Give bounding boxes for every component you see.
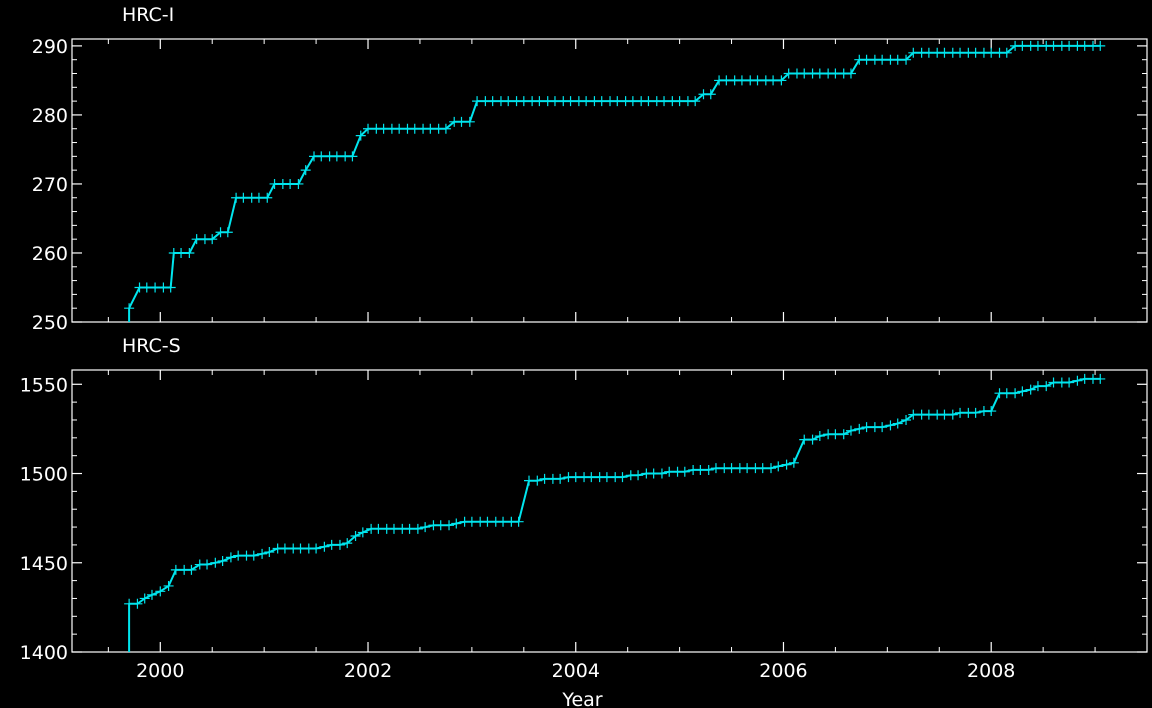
series-line-1 xyxy=(128,377,1101,652)
data-point xyxy=(1017,386,1028,397)
data-point xyxy=(222,227,233,238)
data-point xyxy=(1072,375,1083,386)
data-point xyxy=(225,552,236,563)
data-point xyxy=(146,589,157,600)
data-point xyxy=(781,459,792,470)
data-point xyxy=(986,406,997,417)
data-point xyxy=(773,461,784,472)
y-tick-label: 250 xyxy=(32,312,68,334)
data-point xyxy=(885,420,896,431)
x-axis-title: Year xyxy=(561,689,602,708)
data-point xyxy=(124,303,135,314)
data-point xyxy=(656,468,667,479)
data-point xyxy=(513,516,524,527)
data-point xyxy=(300,165,311,176)
data-point xyxy=(901,414,912,425)
data-point xyxy=(155,586,166,597)
data-point xyxy=(184,247,195,258)
data-point xyxy=(165,282,176,293)
panel-title: HRC-S xyxy=(122,335,181,357)
data-point xyxy=(705,89,716,100)
data-point xyxy=(319,541,330,552)
data-point xyxy=(877,422,888,433)
data-point xyxy=(1025,384,1036,395)
data-point xyxy=(1001,47,1012,58)
data-point xyxy=(202,559,213,570)
data-point xyxy=(139,593,150,604)
data-point xyxy=(845,68,856,79)
data-point xyxy=(210,557,221,568)
data-point xyxy=(357,527,368,538)
y-tick-label: 270 xyxy=(32,174,68,196)
data-point xyxy=(845,425,856,436)
data-point xyxy=(248,550,259,561)
data-point xyxy=(420,522,431,533)
data-point xyxy=(412,523,423,534)
data-point xyxy=(1041,381,1052,392)
data-point xyxy=(464,116,475,127)
data-point xyxy=(690,96,701,107)
y-tick-label: 280 xyxy=(32,105,68,127)
data-point xyxy=(947,409,958,420)
data-point xyxy=(838,429,849,440)
data-point xyxy=(633,470,644,481)
data-point xyxy=(132,598,143,609)
data-point xyxy=(776,75,787,86)
data-point xyxy=(334,539,345,550)
data-point xyxy=(350,530,361,541)
data-point xyxy=(788,457,799,468)
x-tick-label: 2006 xyxy=(759,660,807,682)
plot-frame xyxy=(71,369,1148,653)
data-point xyxy=(814,431,825,442)
data-point xyxy=(532,475,543,486)
data-point xyxy=(342,538,353,549)
data-point xyxy=(703,464,714,475)
y-tick-label: 290 xyxy=(32,36,68,58)
y-tick-label: 1550 xyxy=(20,374,68,396)
x-tick-label: 2004 xyxy=(552,660,600,682)
data-point xyxy=(347,151,358,162)
data-point xyxy=(186,564,197,575)
data-point xyxy=(807,434,818,445)
data-point xyxy=(1095,40,1106,51)
data-point xyxy=(451,518,462,529)
plot-frame xyxy=(71,38,1148,323)
data-point xyxy=(901,54,912,65)
data-point xyxy=(1095,373,1106,384)
data-point xyxy=(262,192,273,203)
data-point xyxy=(766,463,777,474)
data-point xyxy=(257,548,268,559)
y-tick-label: 1450 xyxy=(20,553,68,575)
x-tick-label: 2002 xyxy=(344,660,392,682)
chart-panel-2: HRC-S 1400 1450 1500 1550 2000 2002 2004 2006 200… xyxy=(20,335,1148,708)
y-tick-label: 1400 xyxy=(20,642,68,664)
y-tick-label: 260 xyxy=(32,243,68,265)
data-point xyxy=(679,466,690,477)
panel-title: HRC-I xyxy=(122,4,174,26)
chart-panel-1: HRC-I 250 260 270 280 290 xyxy=(32,4,1148,334)
data-point xyxy=(617,472,628,483)
data-point xyxy=(1064,377,1075,388)
data-point xyxy=(854,423,865,434)
data-point xyxy=(1010,388,1021,399)
data-point xyxy=(355,130,366,141)
data-point xyxy=(444,520,455,531)
data-point xyxy=(163,580,174,591)
y-tick-label: 1500 xyxy=(20,464,68,486)
data-point xyxy=(440,123,451,134)
x-tick-label: 2008 xyxy=(967,660,1015,682)
data-point xyxy=(555,473,566,484)
data-point xyxy=(311,543,322,554)
x-tick-label: 2000 xyxy=(136,660,184,682)
data-point xyxy=(217,555,228,566)
data-point xyxy=(264,547,275,558)
data-point xyxy=(207,234,218,245)
data-point xyxy=(970,407,981,418)
data-point xyxy=(892,418,903,429)
data-point xyxy=(293,178,304,189)
